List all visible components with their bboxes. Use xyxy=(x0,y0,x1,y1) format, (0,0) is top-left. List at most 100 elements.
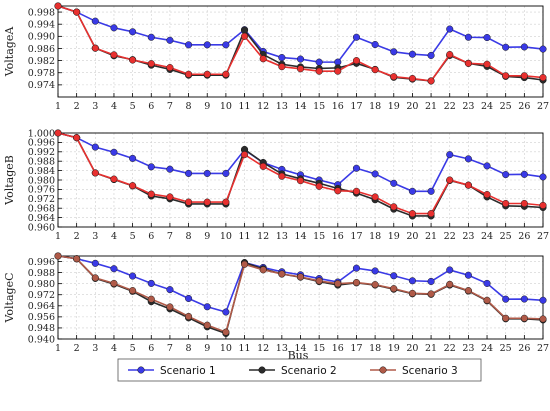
y-axis-label: VoltageA xyxy=(3,26,16,78)
x-tick-label: 12 xyxy=(257,101,269,112)
series-scenario-3 xyxy=(54,129,547,218)
x-tick-label: 14 xyxy=(294,101,306,112)
data-point xyxy=(390,48,398,56)
data-point xyxy=(185,198,193,206)
data-point xyxy=(166,193,174,201)
data-point xyxy=(222,41,230,49)
data-point xyxy=(278,63,286,71)
y-tick-label: 0.984 xyxy=(28,166,55,177)
x-tick-label: 21 xyxy=(425,231,437,242)
data-point xyxy=(390,285,398,293)
data-point xyxy=(110,279,118,287)
y-tick-label: 0.986 xyxy=(28,44,55,55)
x-tick-label: 18 xyxy=(369,101,381,112)
data-point xyxy=(147,279,155,287)
y-tick-label: 0.990 xyxy=(28,32,55,43)
data-point xyxy=(390,272,398,280)
data-point xyxy=(110,175,118,183)
x-tick-label: 22 xyxy=(444,101,456,112)
data-point xyxy=(73,8,81,16)
data-point xyxy=(352,57,361,65)
data-point xyxy=(520,295,528,303)
data-point xyxy=(110,148,118,156)
x-tick-label: 9 xyxy=(204,101,210,112)
legend-swatch-marker xyxy=(258,366,266,374)
data-point xyxy=(259,162,267,170)
x-tick-label: 24 xyxy=(481,231,493,242)
x-tick-label: 8 xyxy=(186,343,192,354)
data-point xyxy=(185,312,193,321)
x-tick-label: 1 xyxy=(55,231,61,242)
x-tick-label: 4 xyxy=(111,101,117,112)
y-tick-label: 0.976 xyxy=(28,185,55,196)
data-point xyxy=(464,287,472,295)
y-tick-label: 0.980 xyxy=(28,175,55,186)
data-point xyxy=(446,266,454,274)
y-tick-label: 0.980 xyxy=(28,279,55,290)
y-tick-label: 0.988 xyxy=(28,268,55,279)
data-point xyxy=(203,321,211,329)
data-point xyxy=(483,33,491,42)
data-point xyxy=(166,64,174,72)
data-point xyxy=(222,198,230,206)
data-point xyxy=(129,287,137,295)
x-tick-label: 5 xyxy=(130,231,136,242)
panel-3: 0.9400.9480.9560.9640.9720.9800.9880.996… xyxy=(3,252,549,354)
y-tick-label: 0.996 xyxy=(28,138,55,149)
data-point xyxy=(91,169,99,177)
series-scenario-3 xyxy=(54,2,547,85)
data-point xyxy=(166,286,174,294)
y-tick-label: 0.964 xyxy=(28,213,55,224)
data-point xyxy=(222,308,230,316)
x-tick-label: 13 xyxy=(276,101,288,112)
y-tick-label: 0.972 xyxy=(28,194,55,205)
legend-box xyxy=(117,358,482,382)
data-point xyxy=(147,163,155,171)
y-tick-label: 0.994 xyxy=(28,20,55,31)
data-point xyxy=(352,187,361,195)
data-point xyxy=(259,266,267,274)
x-tick-label: 10 xyxy=(220,101,232,112)
x-tick-label: 17 xyxy=(350,231,362,242)
data-point xyxy=(315,58,323,66)
x-tick-label: 3 xyxy=(92,101,98,112)
data-point xyxy=(390,203,398,211)
y-tick-label: 0.998 xyxy=(28,7,55,18)
x-tick-label: 20 xyxy=(406,231,418,242)
x-tick-label: 23 xyxy=(462,231,474,242)
data-point xyxy=(427,210,435,218)
data-point xyxy=(203,303,211,311)
data-point xyxy=(539,74,547,82)
data-point xyxy=(203,198,211,206)
x-tick-label: 21 xyxy=(425,101,437,112)
x-tick-label: 27 xyxy=(537,101,549,112)
data-point xyxy=(259,55,267,63)
x-tick-label: 24 xyxy=(481,101,493,112)
y-tick-label: 0.956 xyxy=(28,312,55,323)
data-point xyxy=(446,151,454,159)
data-point xyxy=(520,43,528,51)
data-point xyxy=(408,74,416,83)
data-point xyxy=(91,259,99,267)
x-tick-label: 26 xyxy=(518,343,530,354)
data-point xyxy=(483,279,491,287)
x-tick-label: 27 xyxy=(537,231,549,242)
data-point xyxy=(222,169,230,177)
y-tick-label: 0.948 xyxy=(28,323,55,334)
x-tick-label: 2 xyxy=(74,343,80,354)
y-tick-label: 0.982 xyxy=(28,56,55,67)
legend-swatch-marker xyxy=(137,366,145,374)
x-tick-label: 12 xyxy=(257,343,269,354)
x-tick-label: 7 xyxy=(167,343,173,354)
x-tick-label: 26 xyxy=(518,101,530,112)
x-tick-label: 20 xyxy=(406,101,418,112)
data-point xyxy=(483,162,491,170)
data-point xyxy=(166,36,174,44)
x-tick-label: 9 xyxy=(204,343,210,354)
x-tick-label: 25 xyxy=(500,101,512,112)
x-tick-label: 6 xyxy=(148,101,154,112)
data-point xyxy=(502,295,510,303)
data-point xyxy=(240,151,249,159)
